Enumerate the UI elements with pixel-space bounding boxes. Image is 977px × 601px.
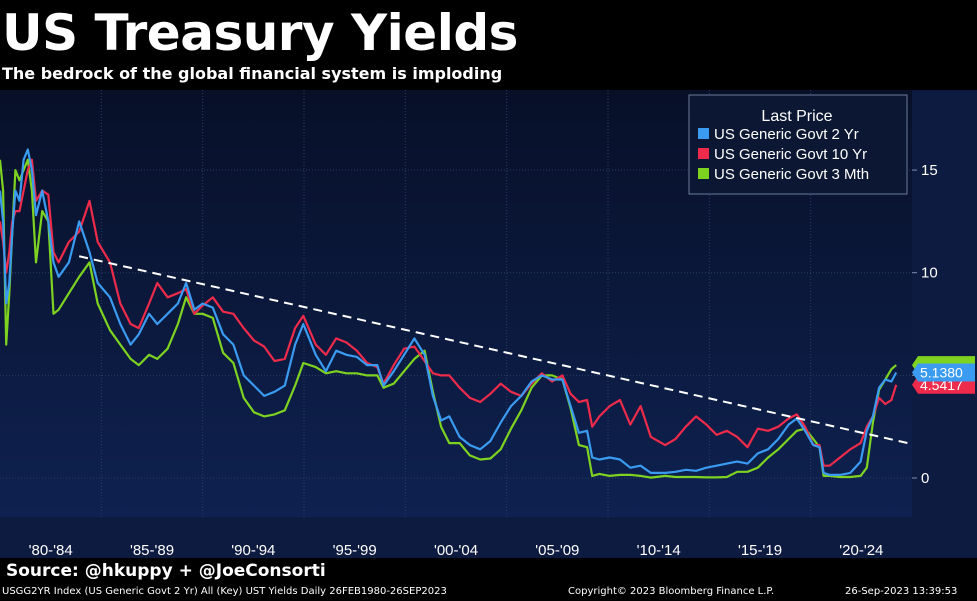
trendline-dashed [78,255,909,445]
series-lines [0,148,898,479]
x-tick-label-2: '90-'94 [231,542,275,558]
series-line-1 [0,158,898,467]
footer-index-info: USGG2YR Index (US Generic Govt 2 Yr) All… [2,586,447,597]
x-tick-label-1: '85-'89 [130,542,174,558]
x-tick-label-7: '15-'19 [738,542,782,558]
xaxis-background [0,517,977,558]
footer-timestamp: 26-Sep-2023 13:39:53 [845,586,958,597]
x-tick-label-8: '20-'24 [839,542,883,558]
x-tick-label-5: '05-'09 [535,542,579,558]
y-tick-label-2: 10 [921,265,938,282]
footer-copyright: Copyright© 2023 Bloomberg Finance L.P. [568,586,775,597]
x-tick-label-0: '80-'84 [29,542,73,558]
last-price-0: 5.1380 [912,363,975,382]
axis-background [912,90,977,517]
legend-swatch-10yr [698,148,709,159]
legend-swatch-2yr [698,128,709,139]
legend-swatch-3mth [698,168,709,179]
legend-label-10yr: US Generic Govt 10 Yr [714,146,867,163]
legend-box [688,94,908,195]
x-tick-label-4: '00-'04 [434,542,478,558]
source-credit: Source: @hkuppy + @JoeConsorti [6,561,326,581]
legend-label-3mth: US Generic Govt 3 Mth [714,166,869,183]
page-subtitle: The bedrock of the global financial syst… [2,64,503,83]
x-tick-label-3: '95-'99 [333,542,377,558]
trendline [78,255,909,445]
series-line-0 [0,148,898,476]
legend-label-2yr: US Generic Govt 2 Yr [714,126,859,143]
legend-title: Last Price [761,108,832,125]
yields-chart: 051015'80-'84'85-'89'90-'94'95-'99'00-'0… [0,90,977,558]
bloomberg-footer: USGG2YR Index (US Generic Govt 2 Yr) All… [0,583,977,601]
last-price-tag-0 [912,363,975,382]
axis-ticks: 051015'80-'84'85-'89'90-'94'95-'99'00-'0… [29,162,938,558]
x-tick-label-6: '10-'14 [637,542,681,558]
legend: Last Price US Generic Govt 2 Yr US Gener… [688,94,908,195]
page-title: US Treasury Yields [2,4,518,62]
last-price-value-0: 5.1380 [920,365,963,381]
y-tick-label-3: 15 [921,162,938,179]
y-tick-label-0: 0 [921,470,929,487]
